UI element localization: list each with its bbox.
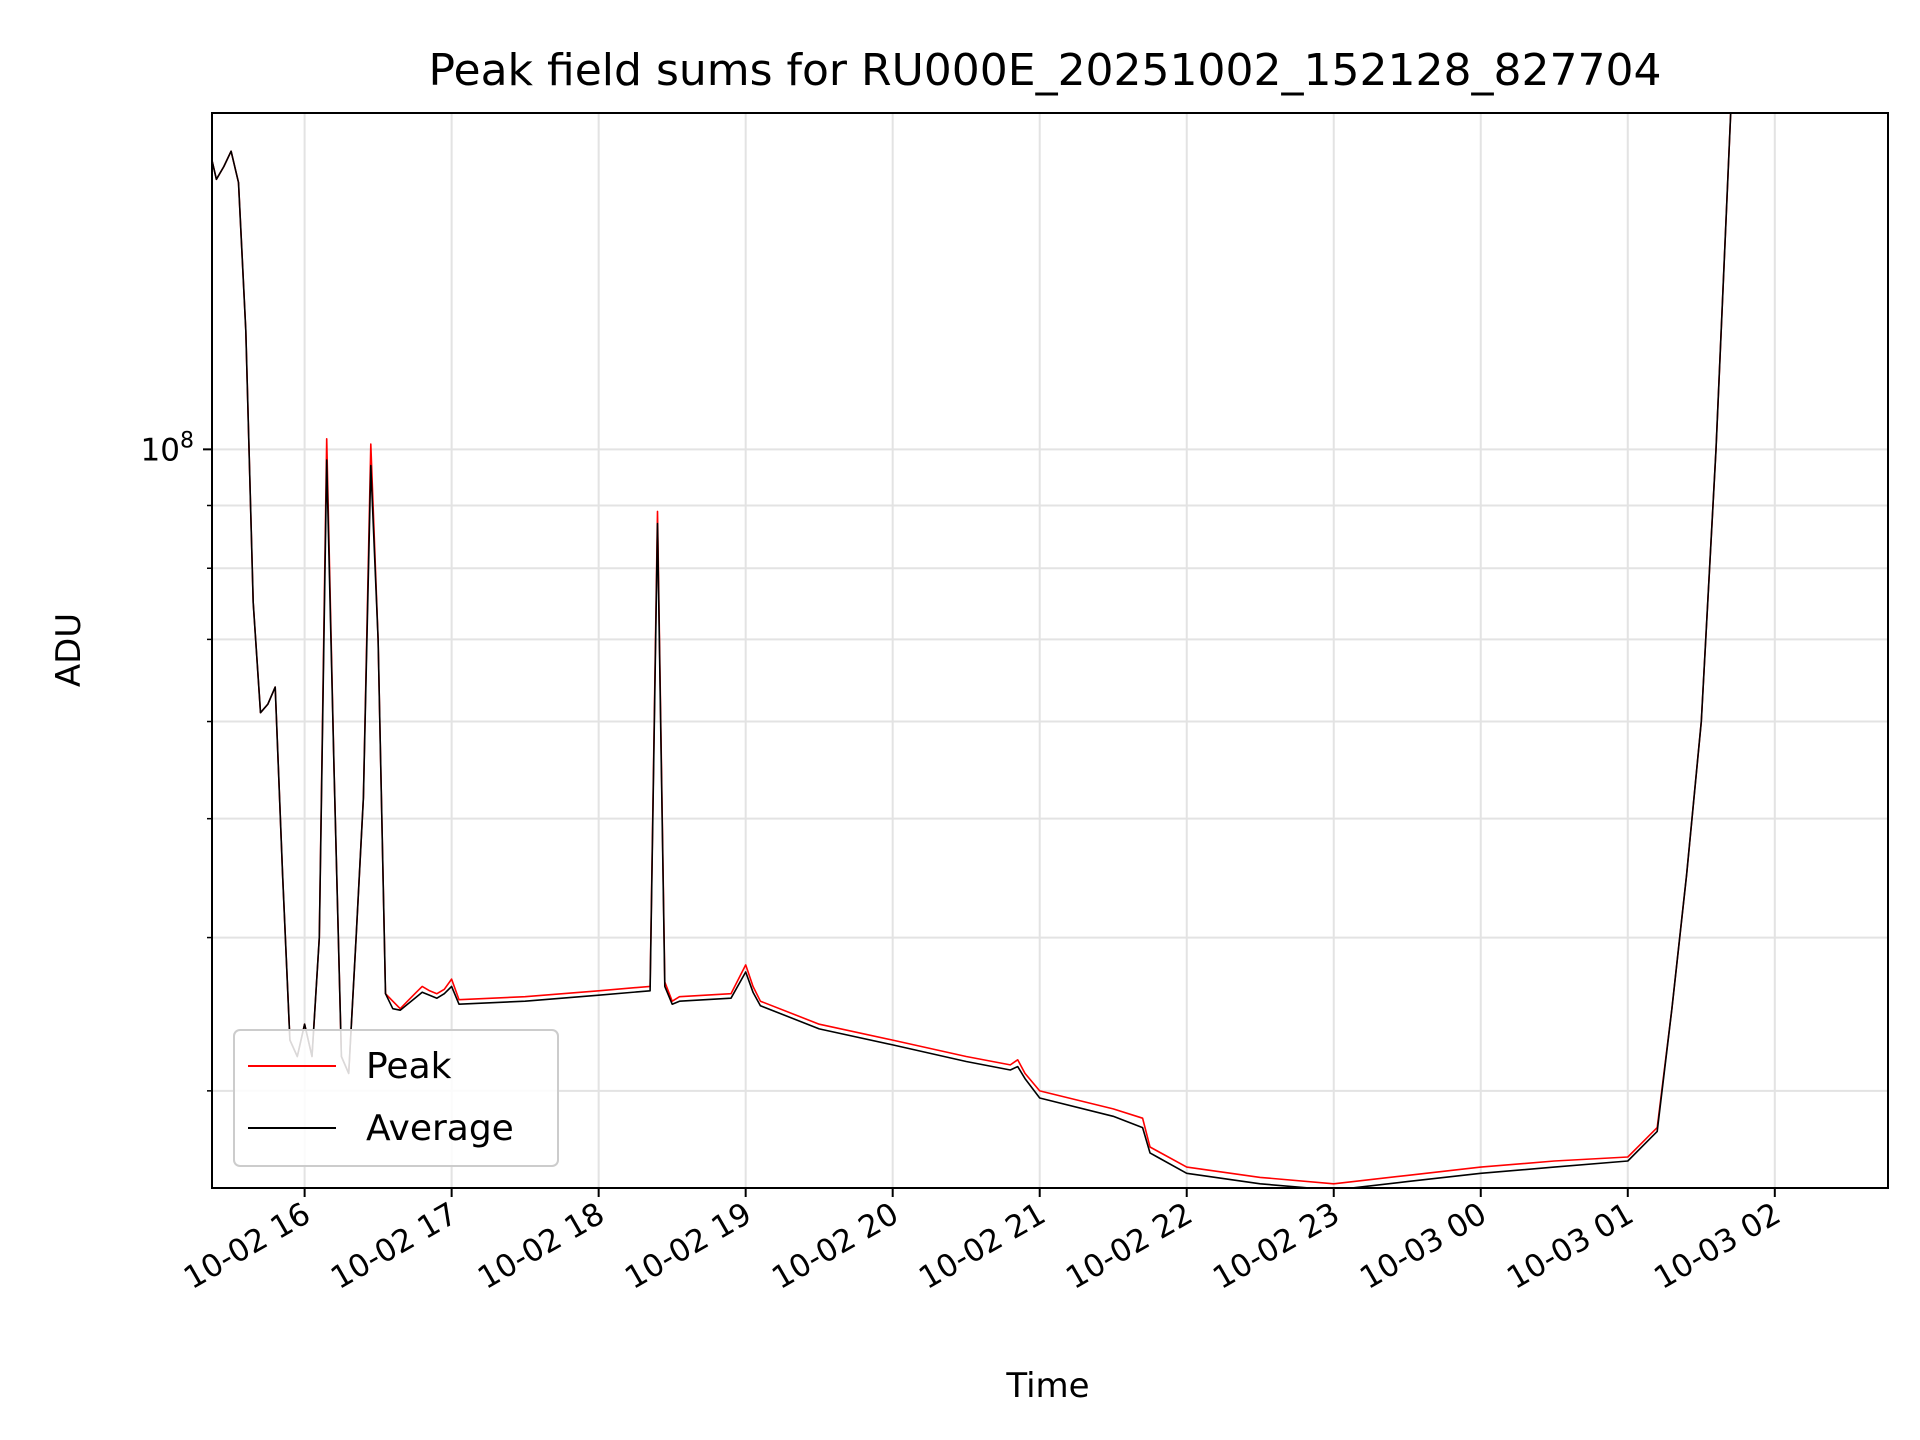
x-tick-label: 10-03 02 <box>1648 1196 1787 1297</box>
x-tick-label: 10-02 21 <box>913 1196 1052 1297</box>
x-tick-label: 10-02 19 <box>619 1196 758 1297</box>
x-tick-label: 10-03 01 <box>1501 1196 1640 1297</box>
series-layer <box>212 113 1732 1188</box>
x-tick-label: 10-02 16 <box>178 1196 317 1297</box>
x-tick-label: 10-02 17 <box>325 1196 464 1297</box>
y-tick-label: 108 <box>141 428 194 468</box>
chart-title: Peak field sums for RU000E_20251002_1521… <box>429 45 1662 96</box>
x-tick-label: 10-02 23 <box>1207 1196 1346 1297</box>
legend: Peak Average <box>233 1029 559 1167</box>
x-tick-label: 10-02 18 <box>472 1196 611 1297</box>
x-tick-label: 10-03 00 <box>1354 1196 1493 1297</box>
series-line-peak <box>212 113 1732 1185</box>
legend-frame <box>233 1029 559 1167</box>
x-tick-label: 10-02 20 <box>766 1196 905 1297</box>
legend-label-average: Average <box>366 1108 514 1149</box>
legend-label-peak: Peak <box>366 1046 452 1087</box>
plot-frame <box>211 112 1889 1189</box>
x-axis-label: Time <box>1005 1366 1089 1406</box>
y-axis-label: ADU <box>49 613 89 687</box>
grid-layer <box>212 113 1888 1188</box>
x-tick-label: 10-02 22 <box>1060 1196 1199 1297</box>
series-line-average <box>212 113 1732 1188</box>
